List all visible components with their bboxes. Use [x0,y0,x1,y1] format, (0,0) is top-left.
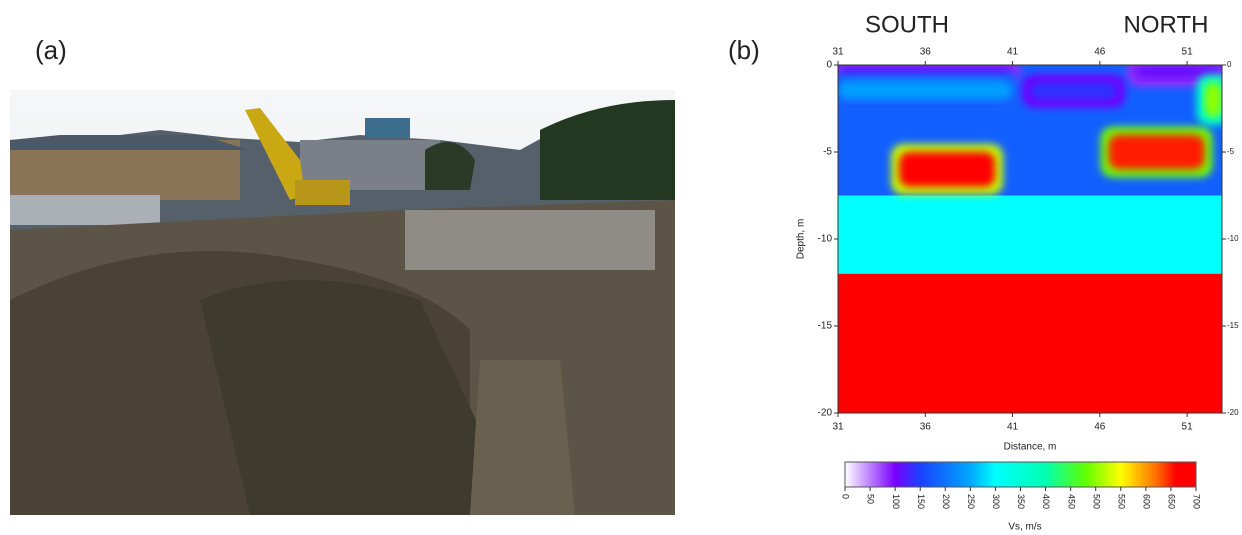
panel-label: (b) [728,35,760,65]
colorbar-label: Vs, m/s [1008,522,1041,533]
x-tick-label: 41 [1007,47,1019,58]
panel-label: (a) [35,35,67,65]
velocity-zone [838,196,1222,274]
colorbar-tick-label: 450 [1066,494,1076,509]
colorbar-tick-label: 0 [841,494,851,499]
colorbar-tick-label: 550 [1116,494,1126,509]
colorbar-tick-label: 250 [966,494,976,509]
y-tick-label: -10 [818,234,833,245]
x-tick-label: 36 [920,422,932,433]
figure: (a) (b) SOUTH NORTH Distance, m Depth, m… [0,0,1242,535]
y-tick-label: -15 [1227,321,1239,330]
colorbar-tick-label: 350 [1016,494,1026,509]
x-tick-label: 36 [920,47,932,58]
x-tick-label: 31 [832,47,844,58]
y-tick-label: 0 [826,60,832,71]
site-photo [10,90,675,515]
y-tick-label: -5 [1227,147,1235,156]
x-tick-label: 31 [832,422,844,433]
velocity-zone [838,81,1013,100]
colorbar-tick-label: 700 [1192,494,1202,509]
zones [830,57,1230,413]
colorbar-tick-label: 300 [991,494,1001,509]
colorbar-tick-label: 100 [891,494,901,509]
y-tick-label: -15 [818,321,833,332]
colorbar-tick-label: 200 [941,494,951,509]
colorbar [845,462,1196,487]
velocity-zone [1205,82,1222,117]
velocity-zone [899,152,995,187]
x-tick-label: 46 [1094,422,1106,433]
y-tick-label: -10 [1227,234,1239,243]
y-axis-label: Depth, m [796,219,807,260]
y-tick-label: -20 [1227,408,1239,417]
x-axis-label: Distance, m [1004,442,1057,453]
x-tick-label: 51 [1182,422,1194,433]
colorbar-tick-label: 500 [1091,494,1101,509]
velocity-zone [1030,82,1117,99]
colorbar-tick-label: 600 [1141,494,1151,509]
x-tick-label: 51 [1182,47,1194,58]
x-tick-label: 41 [1007,422,1019,433]
y-tick-label: 0 [1227,60,1232,69]
colorbar-tick-label: 400 [1041,494,1051,509]
side-label: SOUTH [865,11,949,38]
colorbar-tick-label: 650 [1167,494,1177,509]
velocity-zone [1109,135,1205,170]
x-tick-label: 46 [1094,47,1106,58]
y-tick-label: -20 [818,408,833,419]
y-tick-label: -5 [823,147,832,158]
colorbar-tick-label: 50 [866,494,876,504]
velocity-zone [838,274,1222,413]
colorbar-tick-label: 150 [916,494,926,509]
side-label: NORTH [1124,11,1209,38]
